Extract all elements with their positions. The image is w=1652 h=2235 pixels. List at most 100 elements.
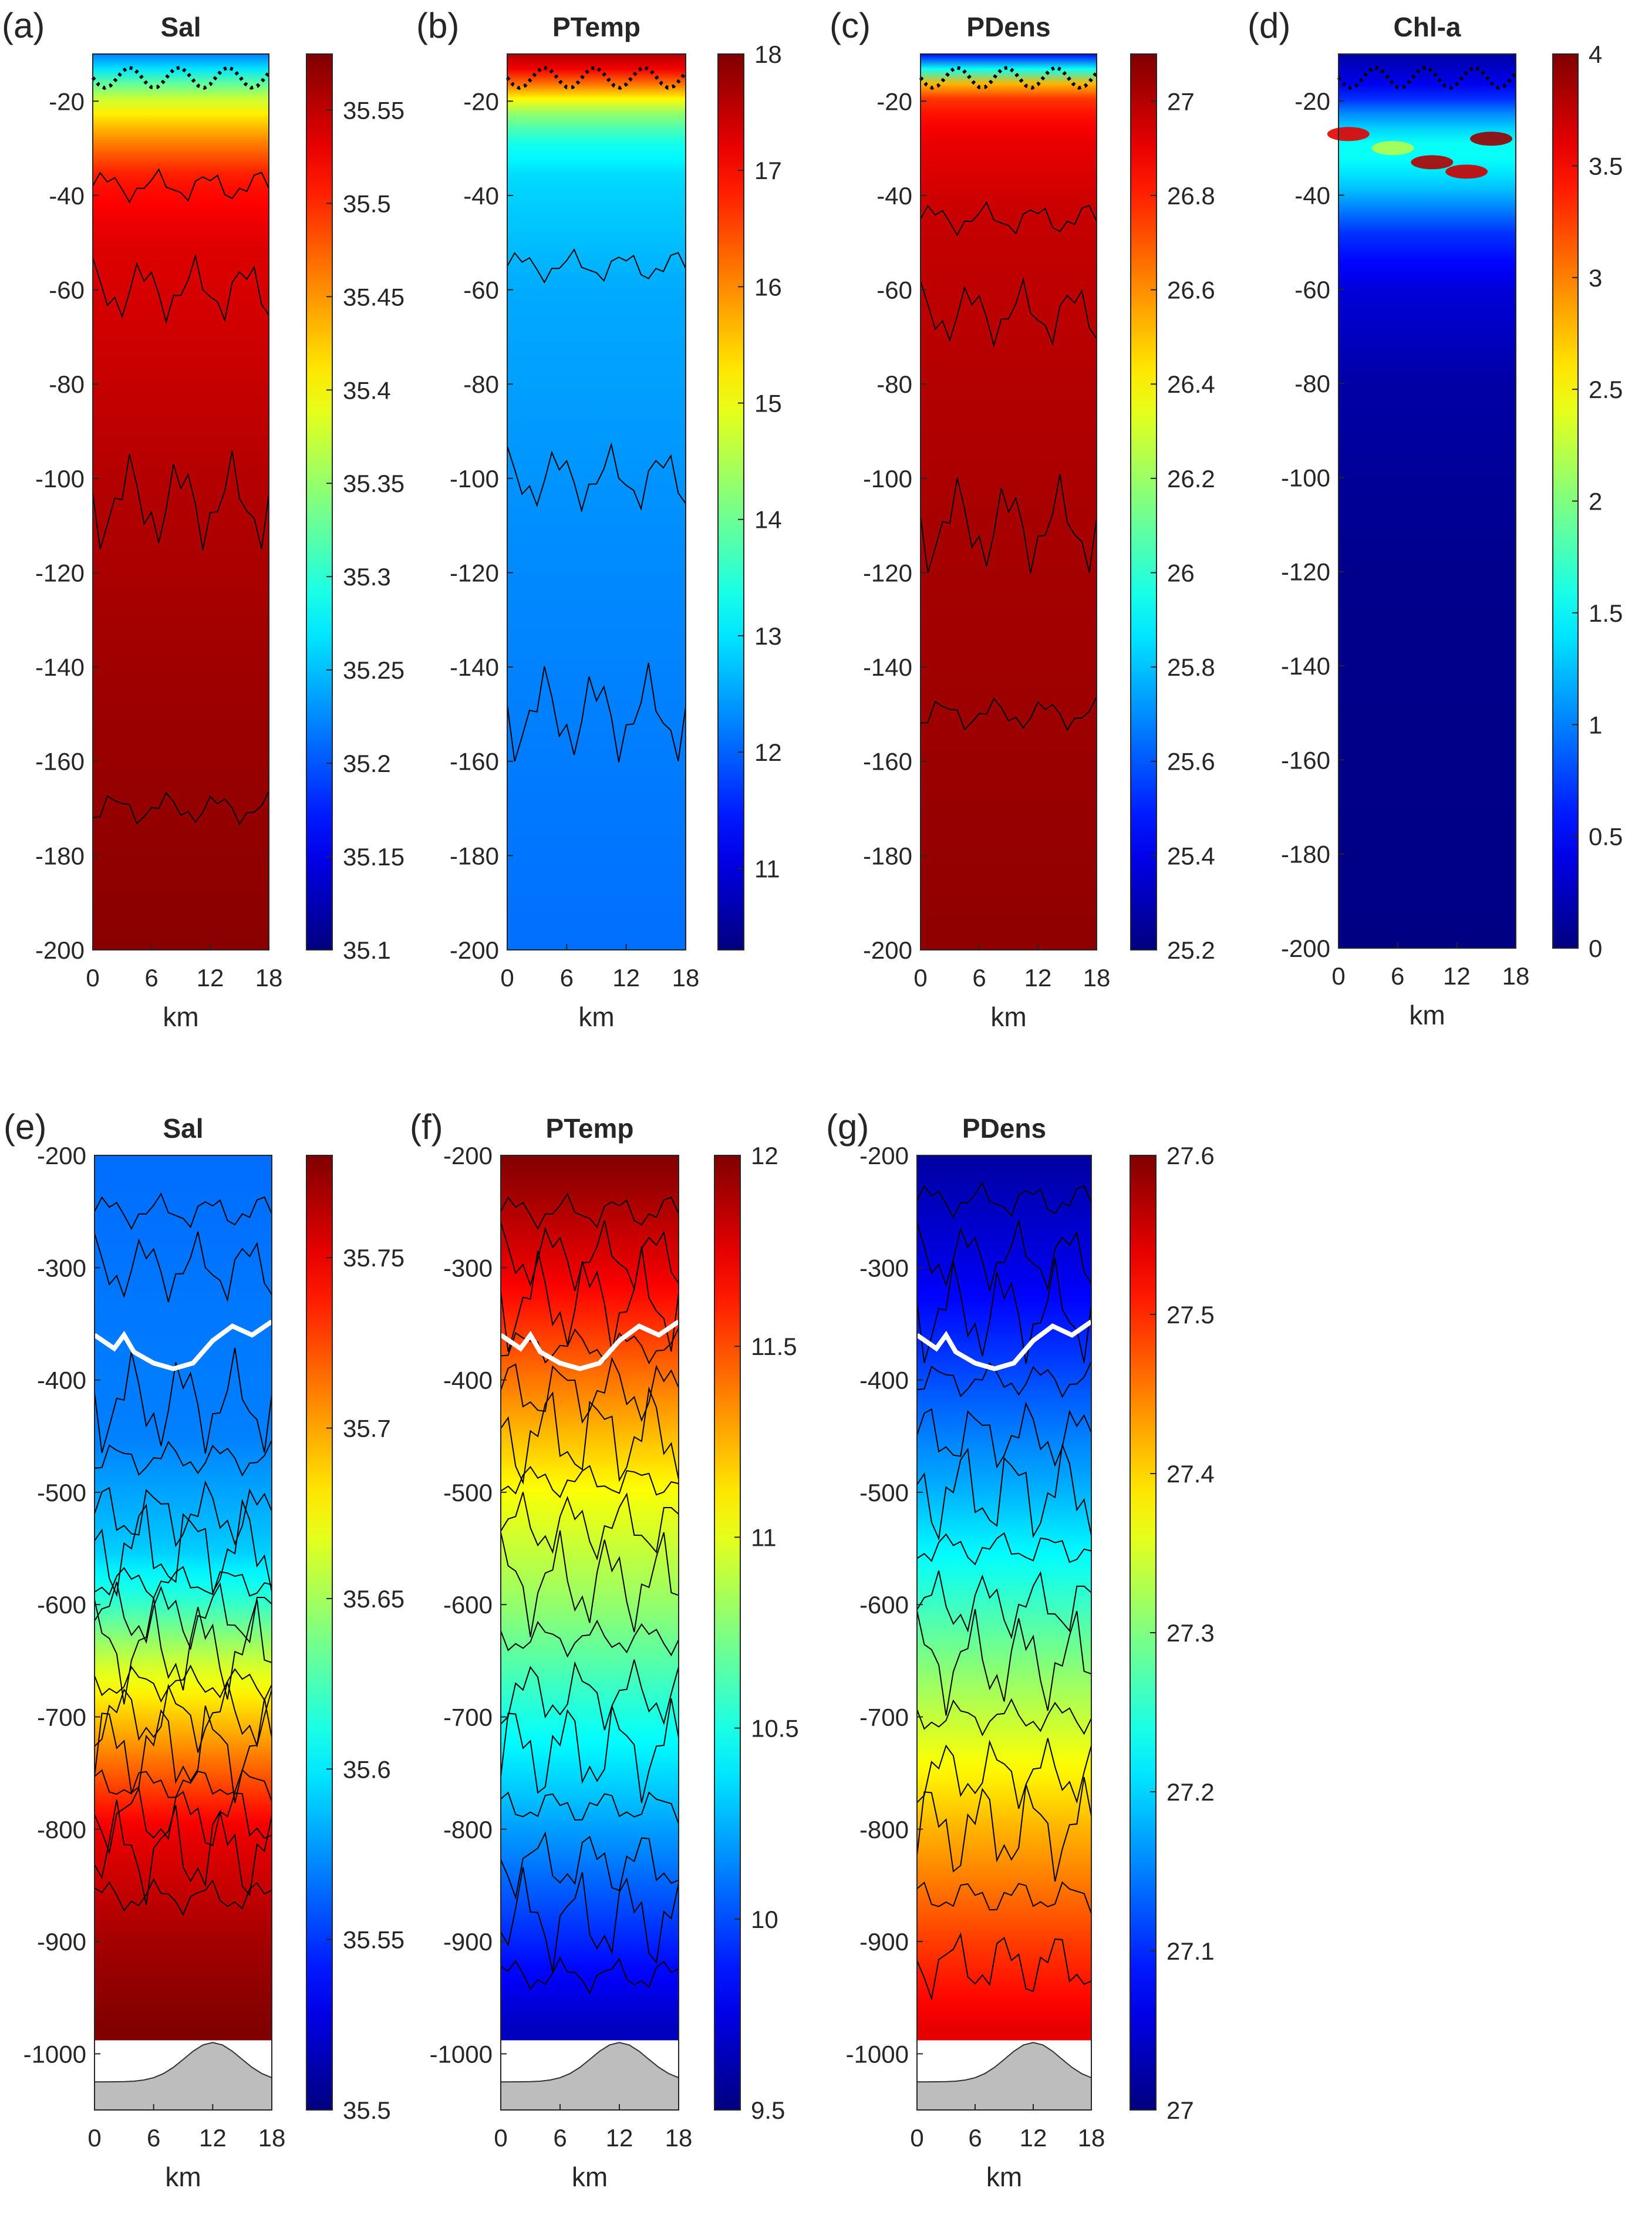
y-tick-label: -20: [49, 87, 85, 115]
axes-frame-a: [92, 53, 269, 950]
panel-title: Chl-a: [1394, 12, 1461, 42]
contour-line: [916, 1444, 1092, 1541]
y-tick-label: -1000: [846, 2040, 909, 2068]
y-tick-label: -900: [443, 1928, 493, 1956]
x-tick-label: 0: [910, 2124, 923, 2152]
contour-line: [500, 1659, 679, 1731]
field-a: [93, 54, 269, 950]
x-tick-label: 0: [1331, 962, 1345, 990]
contour-line: [920, 696, 1097, 731]
y-tick-label: -160: [863, 748, 912, 776]
y-tick-label: -700: [37, 1703, 86, 1731]
colorbar-tick-label: 27.5: [1166, 1301, 1215, 1329]
x-tick-label: 6: [147, 2124, 160, 2152]
contour-line: [916, 1932, 1092, 2001]
colorbar-tick-label: 35.15: [343, 843, 404, 871]
contour-line: [94, 1440, 272, 1477]
x-tick-label: 12: [606, 2124, 633, 2152]
mixed-layer-dotted-line: [505, 65, 687, 90]
y-tick-label: -180: [450, 842, 499, 869]
colorbar-a: [306, 53, 333, 950]
axes-frame-b: [507, 53, 686, 950]
contour-line: [94, 1786, 272, 1855]
contour-line: [920, 277, 1097, 348]
colorbar-tick-label: 1.5: [1589, 599, 1623, 627]
x-tick-label: 12: [1020, 2124, 1047, 2152]
y-tick-label: -400: [443, 1367, 493, 1394]
colorbar-e: [306, 1155, 333, 2111]
seafloor: [916, 2042, 1092, 2111]
y-tick-label: -80: [463, 370, 499, 398]
y-tick-label: -1000: [23, 2040, 86, 2068]
x-tick-label: 18: [258, 2124, 286, 2152]
y-tick-label: -600: [443, 1591, 493, 1619]
x-tick-label: 6: [968, 2124, 982, 2152]
y-tick-label: -140: [450, 653, 499, 681]
contour-line: [500, 1357, 679, 1424]
contour-line: [94, 1681, 272, 1753]
panel-label: (g): [826, 1107, 869, 1147]
colorbar-f: [714, 1155, 741, 2111]
colorbar-tick-label: 2: [1589, 488, 1602, 515]
y-tick-label: -120: [1281, 558, 1330, 586]
y-tick-label: -800: [859, 1816, 909, 1843]
x-tick-label: 12: [197, 964, 224, 992]
contour-line: [92, 450, 269, 550]
y-tick-label: -800: [37, 1816, 86, 1843]
colorbar-tick-label: 35.35: [343, 470, 404, 497]
colorbar-tick-label: 27: [1167, 87, 1195, 115]
axes-frame-e: [94, 1155, 272, 2111]
colorbar-tick-label: 26.8: [1167, 182, 1215, 210]
colorbar-tick-label: 35.45: [343, 283, 404, 311]
colorbar-tick-label: 27.6: [1166, 1142, 1215, 1169]
white-isoline: [499, 1319, 680, 1371]
contour-line: [94, 1498, 272, 1597]
x-axis-label: km: [990, 1002, 1026, 1032]
y-tick-label: -100: [450, 465, 499, 493]
panel-title: PTemp: [552, 12, 640, 42]
colorbar-tick-label: 12: [751, 1142, 778, 1169]
contour-line: [94, 1582, 272, 1651]
contour-line: [916, 1532, 1092, 1566]
field-b: [507, 54, 686, 950]
y-tick-label: -40: [49, 182, 85, 210]
contour-line: [94, 1769, 272, 1802]
colorbar-tick-label: 0.5: [1589, 823, 1623, 851]
y-tick-label: -60: [1294, 276, 1330, 304]
colorbar-tick-label: 35.7: [343, 1415, 391, 1442]
x-tick-label: 0: [494, 2124, 507, 2152]
y-tick-label: -60: [463, 277, 499, 304]
contour-line: [500, 1867, 679, 1973]
colorbar-tick-label: 17: [754, 157, 782, 184]
colorbar-c: [1130, 53, 1157, 950]
y-tick-label: -60: [49, 277, 85, 304]
colorbar-tick-label: 35.2: [343, 750, 391, 777]
y-tick-label: -20: [1294, 87, 1330, 115]
y-tick-label: -100: [35, 465, 85, 493]
y-tick-label: -600: [859, 1591, 909, 1619]
contour-line: [916, 1570, 1092, 1640]
contour-line: [500, 1327, 679, 1364]
white-isoline: [93, 1319, 274, 1371]
contour-line: [500, 1386, 679, 1485]
x-axis-label: km: [578, 1002, 614, 1032]
contour-line: [507, 662, 686, 763]
y-tick-label: -900: [859, 1928, 909, 1956]
field-g: [917, 1155, 1091, 2110]
colorbar-tick-label: 2.5: [1589, 376, 1623, 403]
y-tick-label: -40: [463, 182, 499, 210]
y-tick-label: -80: [49, 370, 85, 398]
colorbar-tick-label: 27: [1166, 2096, 1194, 2124]
x-tick-label: 12: [199, 2124, 227, 2152]
chl-hotspot-2: [1411, 155, 1454, 170]
field-c: [921, 54, 1097, 950]
y-tick-label: -200: [859, 1142, 909, 1169]
colorbar-tick-label: 35.5: [343, 190, 391, 217]
y-tick-label: -120: [35, 559, 85, 586]
y-tick-label: -120: [450, 559, 499, 586]
y-tick-label: -60: [876, 277, 912, 304]
x-tick-label: 18: [1078, 2124, 1105, 2152]
y-tick-label: -500: [859, 1479, 909, 1506]
contour-line: [94, 1799, 272, 1905]
x-tick-label: 18: [1083, 964, 1111, 992]
